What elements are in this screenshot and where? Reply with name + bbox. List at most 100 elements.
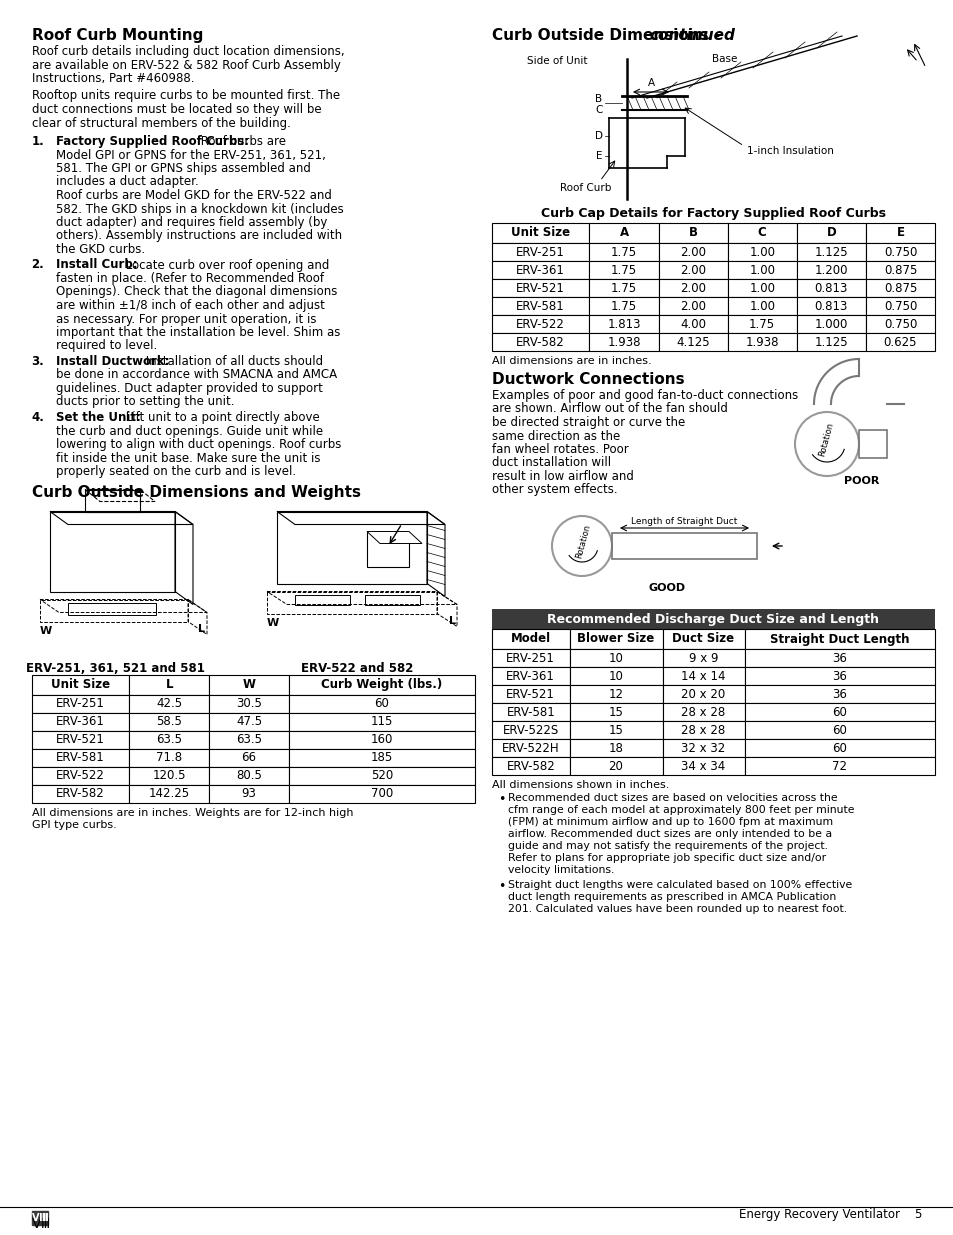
- Text: Curb Outside Dimensions and Weights: Curb Outside Dimensions and Weights: [32, 484, 360, 499]
- Bar: [492, 243, 589, 261]
- Text: 10: 10: [608, 669, 623, 683]
- Bar: [492, 739, 569, 757]
- Text: 0.813: 0.813: [814, 282, 847, 294]
- Text: Lift unit to a point directly above: Lift unit to a point directly above: [122, 411, 319, 424]
- Bar: [569, 721, 662, 739]
- Bar: [658, 315, 727, 333]
- Bar: [662, 739, 743, 757]
- Text: Refer to plans for appropriate job specific duct size and/or: Refer to plans for appropriate job speci…: [507, 853, 825, 863]
- Bar: [662, 685, 743, 703]
- Bar: [32, 730, 130, 748]
- Text: A: A: [647, 78, 654, 88]
- Bar: [289, 748, 475, 767]
- Text: Roof curbs are: Roof curbs are: [197, 135, 286, 148]
- Bar: [569, 757, 662, 776]
- Bar: [589, 224, 658, 243]
- Bar: [130, 767, 209, 784]
- Text: 1.000: 1.000: [814, 317, 847, 331]
- Bar: [796, 261, 865, 279]
- Text: 2.: 2.: [31, 258, 44, 272]
- Text: required to level.: required to level.: [56, 340, 157, 352]
- Bar: [743, 739, 934, 757]
- Text: 115: 115: [371, 715, 393, 727]
- Text: 2.00: 2.00: [679, 300, 705, 312]
- Text: Roof curb details including duct location dimensions,: Roof curb details including duct locatio…: [32, 44, 344, 58]
- Text: be directed straight or curve the: be directed straight or curve the: [492, 416, 684, 429]
- Bar: [589, 315, 658, 333]
- Bar: [367, 531, 409, 567]
- Text: ERV-251: ERV-251: [506, 652, 555, 664]
- Bar: [492, 279, 589, 296]
- Text: ERV-581: ERV-581: [56, 751, 105, 764]
- Text: 18: 18: [608, 741, 623, 755]
- Bar: [865, 333, 934, 351]
- Text: lowering to align with duct openings. Roof curbs: lowering to align with duct openings. Ro…: [56, 438, 341, 451]
- Text: All dimensions are in inches.: All dimensions are in inches.: [492, 356, 651, 366]
- Text: 1.75: 1.75: [610, 282, 637, 294]
- Text: 201. Calculated values have been rounded up to nearest foot.: 201. Calculated values have been rounded…: [507, 904, 846, 914]
- Text: Instructions, Part #460988.: Instructions, Part #460988.: [32, 72, 194, 85]
- Text: 28 x 28: 28 x 28: [680, 724, 725, 736]
- Text: result in low airflow and: result in low airflow and: [492, 471, 633, 483]
- Bar: [662, 667, 743, 685]
- Text: 63.5: 63.5: [156, 734, 182, 746]
- Bar: [743, 721, 934, 739]
- Bar: [492, 703, 569, 721]
- Bar: [865, 279, 934, 296]
- Bar: [589, 333, 658, 351]
- Text: 1.125: 1.125: [814, 246, 847, 258]
- Text: W: W: [40, 626, 52, 636]
- Text: clear of structural members of the building.: clear of structural members of the build…: [32, 116, 291, 130]
- Bar: [492, 296, 589, 315]
- Text: continued: continued: [649, 28, 735, 43]
- Bar: [32, 1212, 48, 1225]
- Bar: [492, 261, 589, 279]
- Bar: [289, 694, 475, 713]
- Bar: [569, 667, 662, 685]
- Text: Roof Curb Mounting: Roof Curb Mounting: [32, 28, 203, 43]
- Text: ERV-361: ERV-361: [506, 669, 555, 683]
- Text: Energy Recovery Ventilator    5: Energy Recovery Ventilator 5: [738, 1208, 921, 1221]
- Text: are shown. Airflow out of the fan should: are shown. Airflow out of the fan should: [492, 403, 727, 415]
- Text: fasten in place. (Refer to Recommended Roof: fasten in place. (Refer to Recommended R…: [56, 272, 324, 285]
- Bar: [289, 730, 475, 748]
- Bar: [209, 784, 289, 803]
- Text: Ⅷ: Ⅷ: [31, 1213, 49, 1223]
- Text: Straight Duct Length: Straight Duct Length: [769, 632, 908, 646]
- Bar: [130, 713, 209, 730]
- Bar: [658, 224, 727, 243]
- Text: other system effects.: other system effects.: [492, 483, 617, 496]
- Bar: [589, 279, 658, 296]
- Text: important that the installation be level. Shim as: important that the installation be level…: [56, 326, 340, 338]
- Bar: [209, 694, 289, 713]
- Bar: [865, 261, 934, 279]
- Bar: [662, 629, 743, 650]
- Bar: [589, 243, 658, 261]
- Text: GPI type curbs.: GPI type curbs.: [32, 820, 116, 830]
- Bar: [569, 703, 662, 721]
- Text: 20 x 20: 20 x 20: [680, 688, 725, 700]
- Bar: [743, 703, 934, 721]
- Text: 2.00: 2.00: [679, 282, 705, 294]
- Bar: [743, 667, 934, 685]
- Text: B: B: [688, 226, 697, 240]
- Text: (FPM) at minimum airflow and up to 1600 fpm at maximum: (FPM) at minimum airflow and up to 1600 …: [507, 818, 832, 827]
- Text: 1.00: 1.00: [748, 263, 775, 277]
- Text: same direction as the: same direction as the: [492, 430, 619, 442]
- Text: •: •: [497, 881, 505, 893]
- Bar: [209, 748, 289, 767]
- Bar: [658, 333, 727, 351]
- Text: 72: 72: [831, 760, 846, 773]
- Bar: [727, 224, 796, 243]
- Bar: [743, 629, 934, 650]
- Text: 9 x 9: 9 x 9: [688, 652, 718, 664]
- Bar: [858, 430, 886, 458]
- Text: D: D: [825, 226, 836, 240]
- Text: 47.5: 47.5: [235, 715, 262, 727]
- Text: 93: 93: [241, 787, 256, 800]
- Bar: [492, 685, 569, 703]
- Bar: [492, 609, 934, 629]
- Text: Side of Unit: Side of Unit: [526, 56, 587, 65]
- Text: D: D: [595, 131, 602, 141]
- Text: Model: Model: [510, 632, 550, 646]
